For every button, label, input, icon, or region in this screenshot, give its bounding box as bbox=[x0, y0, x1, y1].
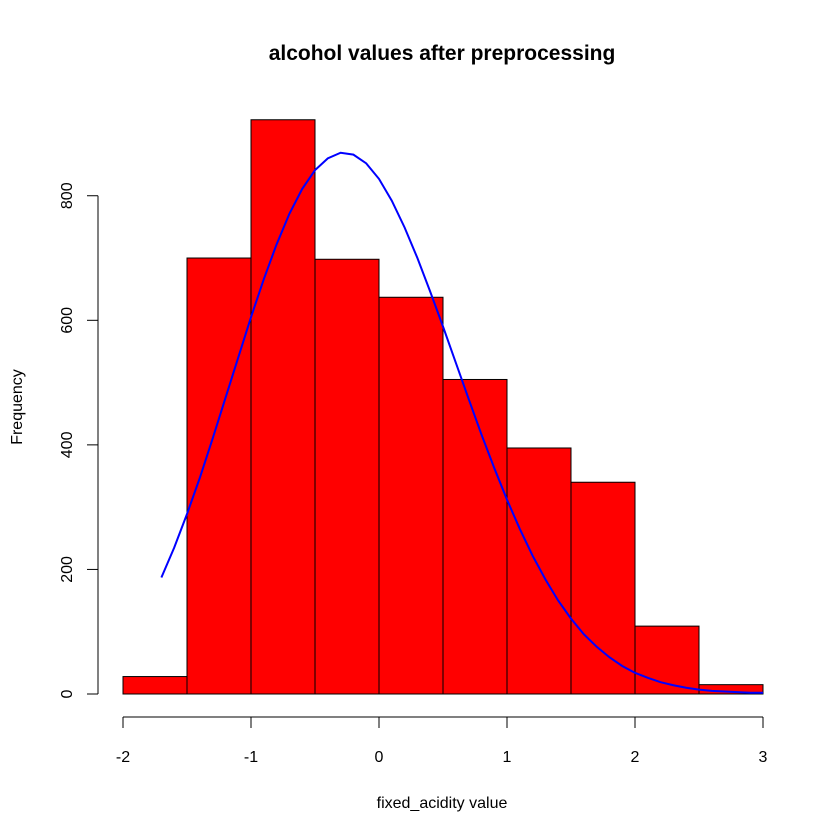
density-curve bbox=[160, 151, 763, 694]
x-tick-label: 1 bbox=[503, 749, 512, 766]
x-tick-label: -1 bbox=[244, 749, 258, 766]
y-tick-label: 0 bbox=[59, 689, 76, 698]
x-tick-label: 2 bbox=[631, 749, 640, 766]
chart-title: alcohol values after preprocessing bbox=[269, 42, 616, 65]
histogram-bar bbox=[442, 378, 508, 695]
histogram-bar bbox=[122, 676, 188, 695]
x-tick-label: -2 bbox=[116, 749, 130, 766]
histogram-bar bbox=[250, 119, 316, 695]
x-tick-label: 3 bbox=[759, 749, 768, 766]
y-tick-label: 600 bbox=[59, 307, 76, 334]
histogram-bar bbox=[186, 257, 252, 695]
x-tick-label: 0 bbox=[375, 749, 384, 766]
histogram-bar bbox=[378, 296, 444, 695]
histogram-bar bbox=[634, 625, 700, 695]
x-axis-label: fixed_acidity value bbox=[377, 795, 508, 812]
y-tick-label: 400 bbox=[59, 431, 76, 458]
y-tick-label: 800 bbox=[59, 182, 76, 209]
histogram-bar bbox=[314, 258, 380, 695]
histogram-bars bbox=[122, 119, 764, 695]
histogram-bar bbox=[506, 447, 572, 695]
y-tick-label: 200 bbox=[59, 556, 76, 583]
histogram-bar bbox=[570, 481, 636, 695]
y-axis: 0 200 400 600 800 bbox=[59, 182, 99, 698]
x-axis: -2 -1 0 1 2 3 bbox=[116, 716, 768, 766]
y-axis-label: Frequency bbox=[9, 369, 26, 445]
